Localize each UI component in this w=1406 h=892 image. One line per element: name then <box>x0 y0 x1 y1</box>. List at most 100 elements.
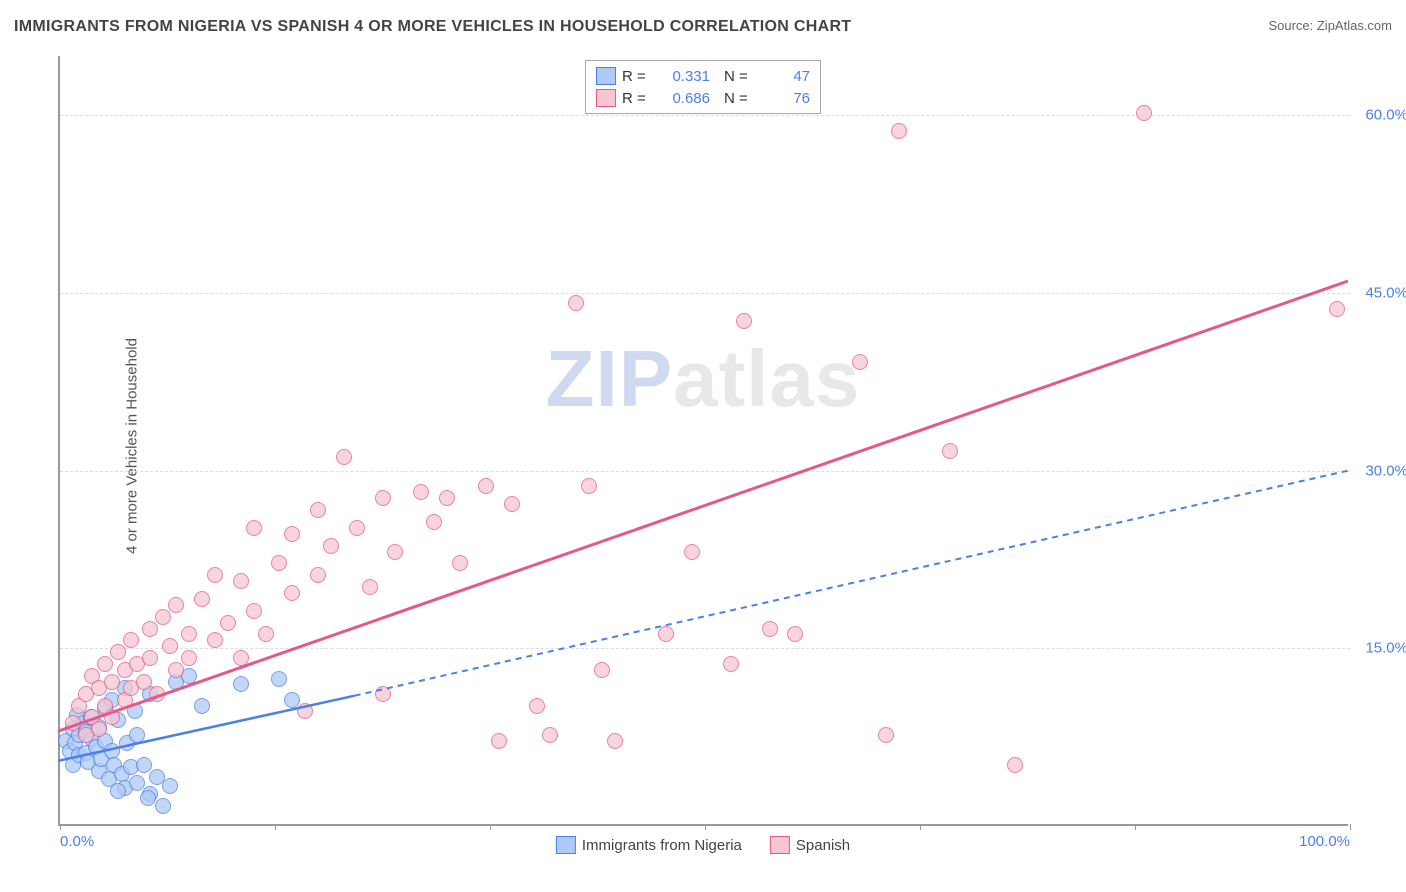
scatter-point-spanish <box>452 555 468 571</box>
scatter-point-nigeria <box>129 775 145 791</box>
scatter-point-spanish <box>284 526 300 542</box>
x-tick <box>705 824 706 830</box>
scatter-point-nigeria <box>110 783 126 799</box>
scatter-point-spanish <box>362 579 378 595</box>
scatter-point-spanish <box>246 603 262 619</box>
scatter-point-spanish <box>104 709 120 725</box>
scatter-point-nigeria <box>233 676 249 692</box>
scatter-point-spanish <box>375 686 391 702</box>
x-tick-label: 100.0% <box>1299 833 1350 850</box>
scatter-point-spanish <box>142 621 158 637</box>
scatter-point-spanish <box>413 484 429 500</box>
scatter-point-spanish <box>594 662 610 678</box>
scatter-point-spanish <box>478 478 494 494</box>
scatter-point-spanish <box>181 626 197 642</box>
x-tick <box>490 824 491 830</box>
scatter-point-spanish <box>246 520 262 536</box>
scatter-point-spanish <box>104 674 120 690</box>
scatter-point-spanish <box>284 585 300 601</box>
legend-r-label: R = <box>622 90 654 107</box>
gridline <box>60 648 1350 649</box>
legend-r-value-nigeria: 0.331 <box>660 68 710 85</box>
legend-row-spanish: R = 0.686 N = 76 <box>596 87 810 109</box>
scatter-point-spanish <box>529 698 545 714</box>
scatter-point-spanish <box>1136 105 1152 121</box>
scatter-point-nigeria <box>136 757 152 773</box>
legend-item: Immigrants from Nigeria <box>556 836 742 854</box>
scatter-point-nigeria <box>129 727 145 743</box>
scatter-point-spanish <box>658 626 674 642</box>
scatter-point-spanish <box>607 733 623 749</box>
legend-swatch-spanish <box>596 89 616 107</box>
scatter-point-spanish <box>233 650 249 666</box>
gridline <box>60 115 1350 116</box>
scatter-point-spanish <box>1007 757 1023 773</box>
x-tick-label: 0.0% <box>60 833 94 850</box>
gridline <box>60 293 1350 294</box>
scatter-point-spanish <box>110 644 126 660</box>
x-tick <box>920 824 921 830</box>
scatter-point-spanish <box>684 544 700 560</box>
scatter-point-spanish <box>271 555 287 571</box>
scatter-point-spanish <box>91 721 107 737</box>
plot-region: 15.0%30.0%45.0%60.0%0.0%100.0% <box>58 56 1348 826</box>
series-legend: Immigrants from Nigeria Spanish <box>556 836 850 854</box>
scatter-point-spanish <box>504 496 520 512</box>
correlation-legend: R = 0.331 N = 47 R = 0.686 N = 76 <box>585 60 821 114</box>
scatter-point-spanish <box>142 650 158 666</box>
scatter-point-spanish <box>162 638 178 654</box>
scatter-point-spanish <box>349 520 365 536</box>
source-link[interactable]: ZipAtlas.com <box>1317 18 1392 33</box>
x-tick <box>60 824 61 830</box>
scatter-point-spanish <box>878 727 894 743</box>
scatter-point-spanish <box>136 674 152 690</box>
scatter-point-nigeria <box>162 778 178 794</box>
scatter-point-spanish <box>387 544 403 560</box>
scatter-point-spanish <box>542 727 558 743</box>
scatter-point-nigeria <box>194 698 210 714</box>
legend-row-nigeria: R = 0.331 N = 47 <box>596 65 810 87</box>
scatter-point-spanish <box>181 650 197 666</box>
scatter-point-spanish <box>723 656 739 672</box>
scatter-point-spanish <box>762 621 778 637</box>
scatter-point-spanish <box>581 478 597 494</box>
scatter-point-spanish <box>323 538 339 554</box>
x-tick <box>275 824 276 830</box>
legend-n-value-nigeria: 47 <box>760 68 810 85</box>
legend-r-label: R = <box>622 68 654 85</box>
scatter-point-spanish <box>736 313 752 329</box>
scatter-point-spanish <box>852 354 868 370</box>
scatter-point-spanish <box>168 597 184 613</box>
gridline <box>60 471 1350 472</box>
y-tick-label: 60.0% <box>1353 107 1406 124</box>
source-attribution: Source: ZipAtlas.com <box>1268 18 1392 33</box>
scatter-point-spanish <box>787 626 803 642</box>
scatter-point-spanish <box>310 567 326 583</box>
scatter-point-spanish <box>568 295 584 311</box>
chart-area: ZIPatlas 15.0%30.0%45.0%60.0%0.0%100.0% … <box>58 56 1348 826</box>
legend-label: Immigrants from Nigeria <box>582 837 742 854</box>
y-tick-label: 45.0% <box>1353 284 1406 301</box>
scatter-point-spanish <box>375 490 391 506</box>
scatter-point-spanish <box>310 502 326 518</box>
scatter-point-spanish <box>194 591 210 607</box>
scatter-point-nigeria <box>140 790 156 806</box>
legend-label: Spanish <box>796 837 850 854</box>
y-tick-label: 15.0% <box>1353 640 1406 657</box>
scatter-point-nigeria <box>271 671 287 687</box>
legend-swatch <box>556 836 576 854</box>
legend-swatch-nigeria <box>596 67 616 85</box>
scatter-point-spanish <box>97 656 113 672</box>
scatter-point-spanish <box>207 567 223 583</box>
scatter-point-spanish <box>336 449 352 465</box>
scatter-point-nigeria <box>155 798 171 814</box>
legend-swatch <box>770 836 790 854</box>
scatter-point-spanish <box>168 662 184 678</box>
x-tick <box>1135 824 1136 830</box>
y-tick-label: 30.0% <box>1353 462 1406 479</box>
scatter-point-spanish <box>426 514 442 530</box>
x-tick <box>1350 824 1351 830</box>
scatter-point-spanish <box>149 686 165 702</box>
scatter-point-spanish <box>258 626 274 642</box>
scatter-point-spanish <box>65 715 81 731</box>
